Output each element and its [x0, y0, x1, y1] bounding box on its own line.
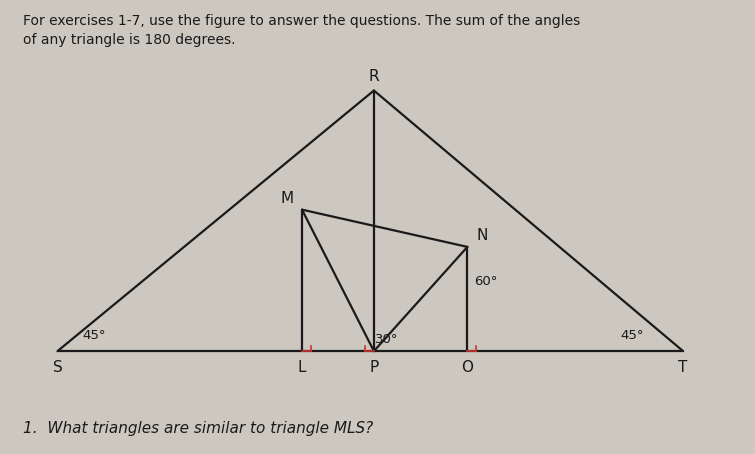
Text: S: S [53, 360, 63, 375]
Text: N: N [476, 228, 488, 243]
Text: L: L [297, 360, 307, 375]
Text: P: P [369, 360, 378, 375]
Text: 45°: 45° [83, 329, 106, 342]
Text: 60°: 60° [475, 275, 498, 288]
Text: O: O [461, 360, 473, 375]
Text: For exercises 1-7, use the figure to answer the questions. The sum of the angles: For exercises 1-7, use the figure to ans… [23, 14, 580, 47]
Text: 30°: 30° [375, 332, 399, 345]
Text: R: R [368, 69, 379, 84]
Text: M: M [280, 191, 294, 206]
Text: 45°: 45° [620, 329, 643, 342]
Text: 1.  What triangles are similar to triangle MLS?: 1. What triangles are similar to triangl… [23, 421, 373, 436]
Text: T: T [679, 360, 688, 375]
